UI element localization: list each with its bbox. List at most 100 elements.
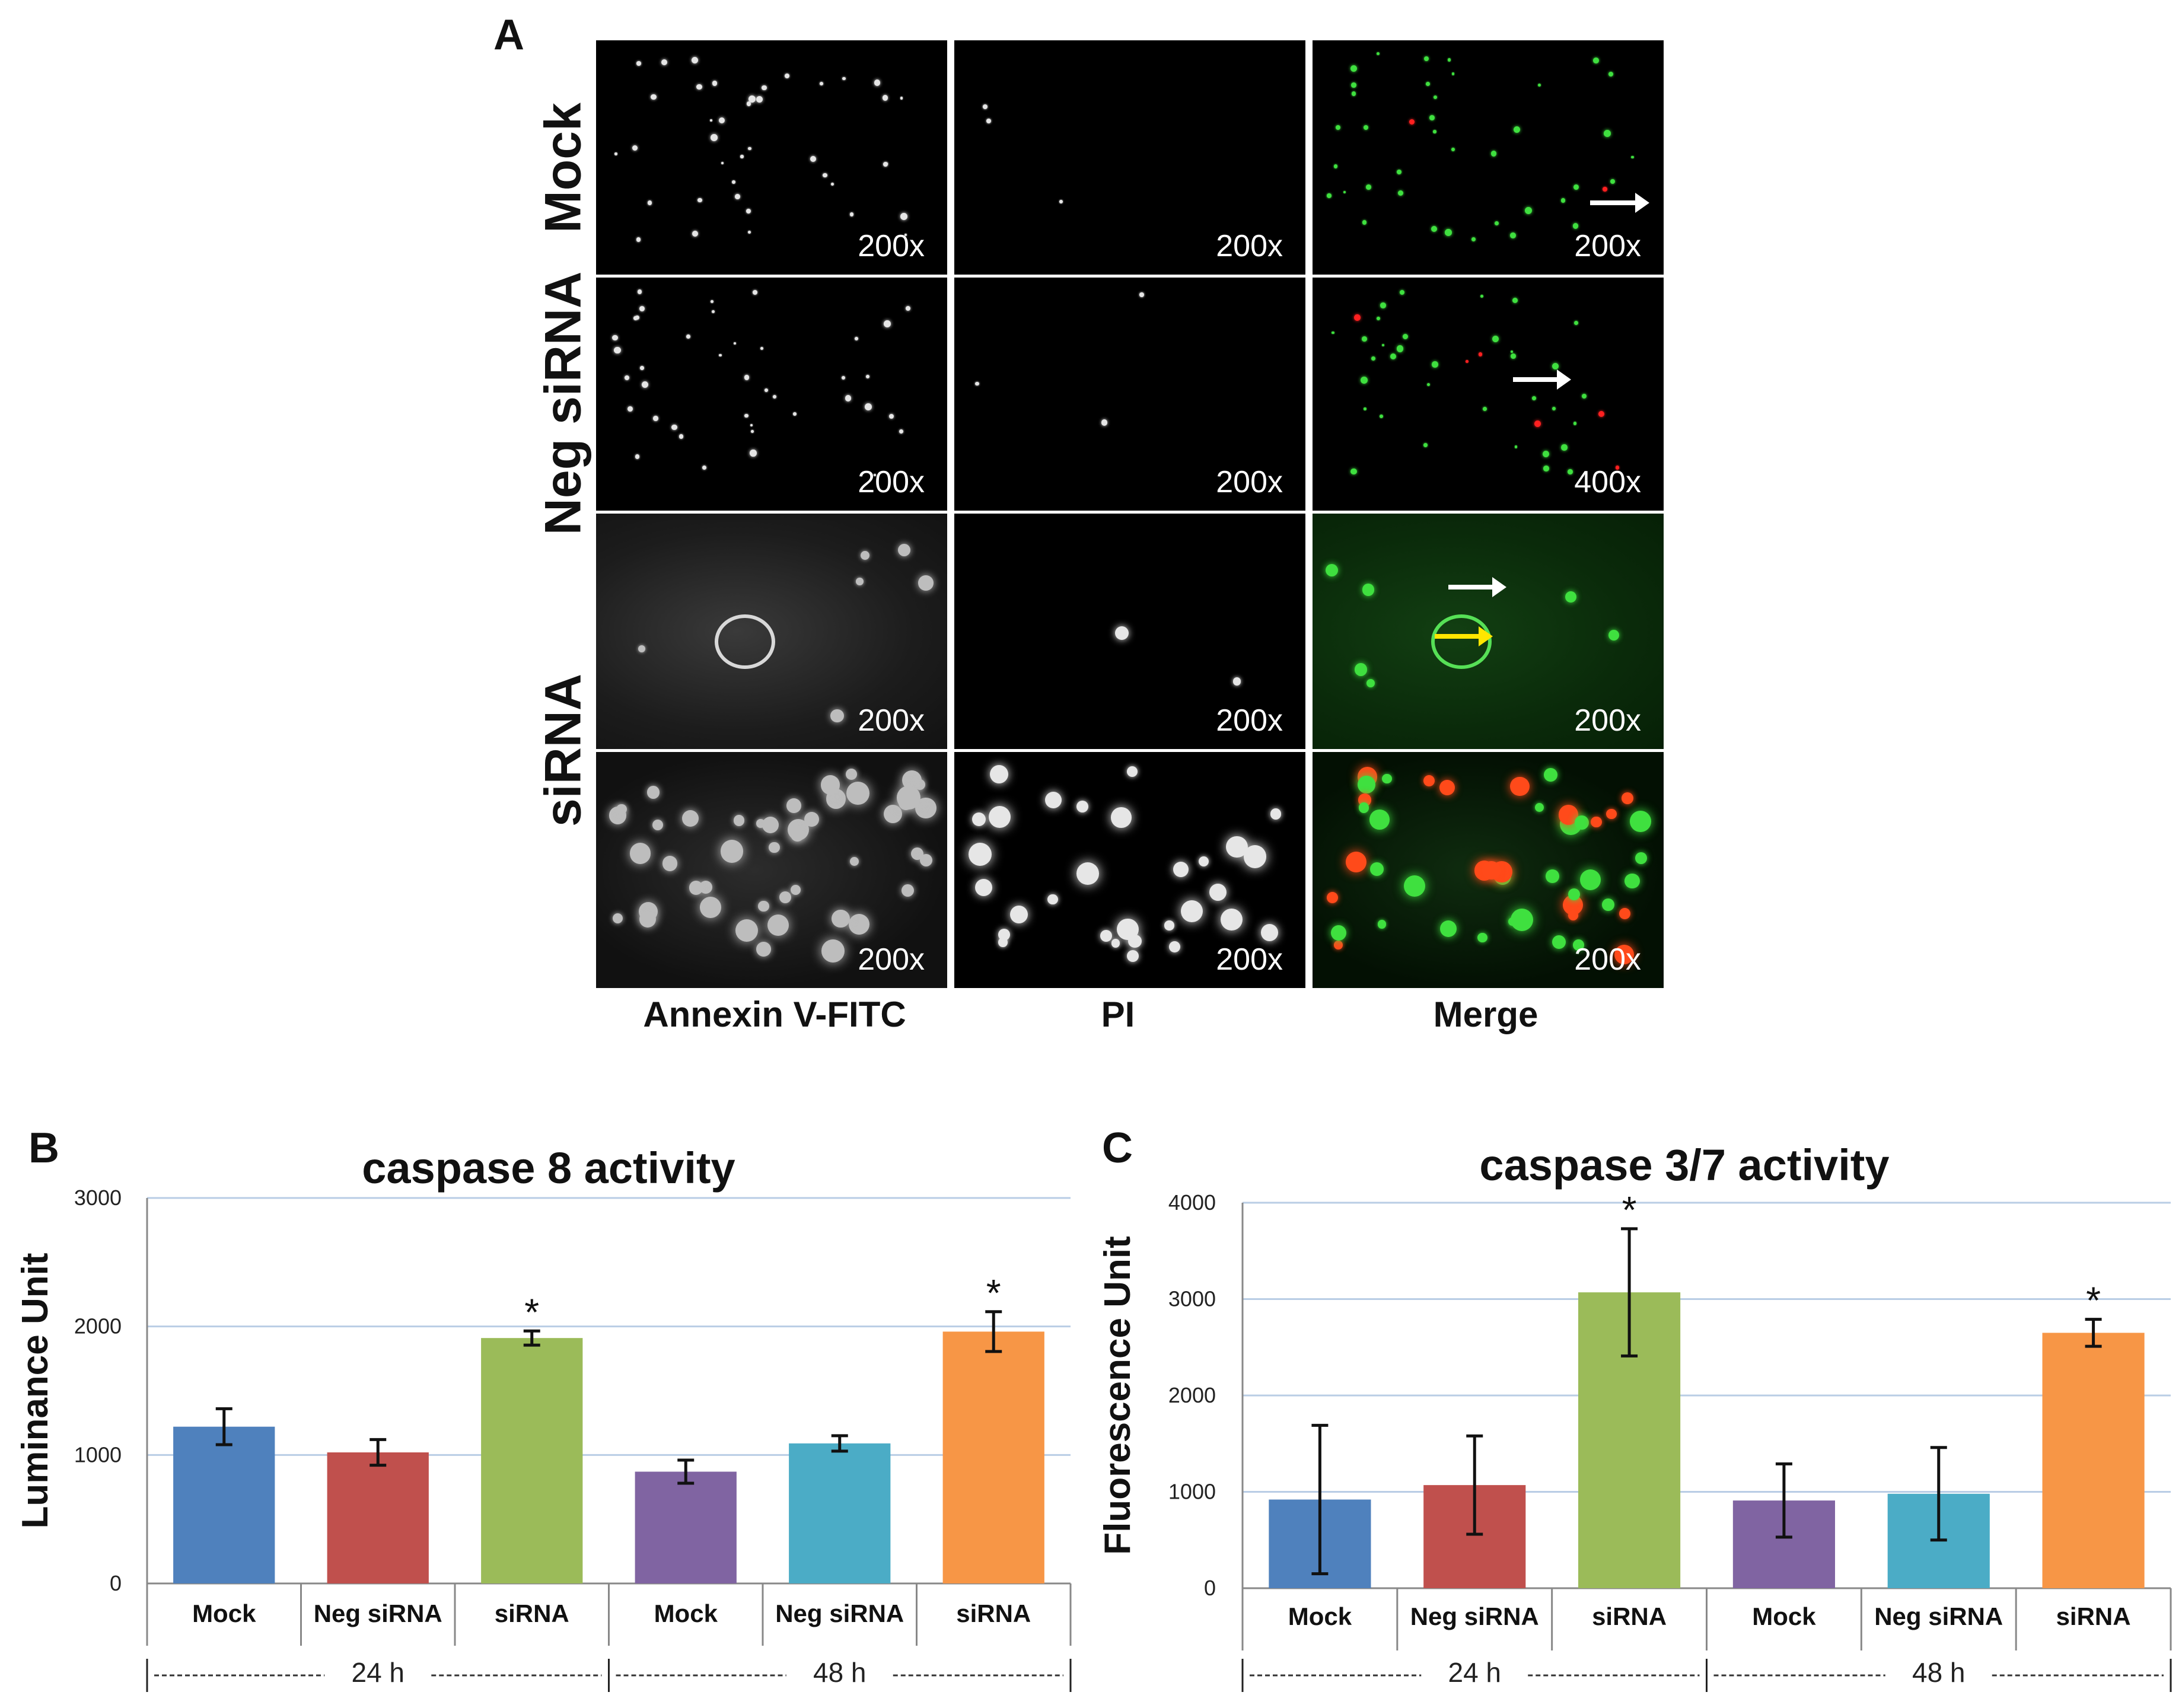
cell-speck [846, 782, 869, 805]
micrograph-sirna-a-merge: 200x [1313, 514, 1664, 749]
cell-speck [699, 880, 713, 894]
cell-speck [1198, 856, 1209, 867]
y-tick-label: 4000 [1168, 1190, 1216, 1215]
magnification-label: 200x [858, 942, 925, 977]
category-label: siRNA [956, 1599, 1031, 1627]
cell-speck [762, 816, 779, 834]
cell-speck [662, 856, 678, 871]
category-label: Mock [654, 1599, 718, 1627]
magnification-label: 200x [1216, 465, 1283, 499]
cell-speck [856, 578, 864, 586]
category-label: Mock [192, 1599, 256, 1627]
cell-speck [998, 928, 1010, 941]
cell-speck [1573, 939, 1584, 951]
magnification-label: 200x [1574, 229, 1641, 263]
cell-speck [1333, 164, 1338, 168]
cell-speck [1354, 663, 1368, 676]
cell-speck [1573, 184, 1579, 190]
cell-speck [637, 289, 642, 294]
cell-speck [986, 119, 991, 123]
cell-speck [1542, 450, 1549, 457]
cell-speck [1524, 207, 1532, 215]
group-label: 48 h [1912, 1657, 1966, 1688]
micrograph-mock-annexin: 200x [596, 40, 947, 275]
cell-speck [629, 843, 651, 864]
cell-speck [1173, 861, 1189, 877]
category-label: siRNA [495, 1599, 569, 1627]
micrograph-sirna-a-pi: 200x [954, 514, 1305, 749]
cell-speck [1076, 862, 1099, 885]
cell-speck [1380, 414, 1384, 418]
annotation-arrow [1513, 369, 1571, 390]
cell-speck [1606, 808, 1617, 820]
cell-speck [1552, 407, 1556, 411]
cell-speck [1180, 900, 1203, 922]
cell-speck [900, 213, 907, 220]
cell-speck [697, 198, 702, 203]
cell-speck [1327, 193, 1332, 198]
col-label-merge: Merge [1433, 995, 1538, 1034]
cell-speck [624, 375, 630, 381]
cell-speck [762, 85, 767, 90]
bar-1 [173, 1426, 275, 1583]
cell-speck [752, 290, 757, 295]
cell-speck [691, 56, 698, 63]
cell-speck [1619, 907, 1631, 919]
cell-speck [849, 914, 869, 935]
cell-speck [865, 403, 872, 411]
cell-speck [904, 233, 907, 236]
cell-speck [786, 798, 802, 814]
category-label: Neg siRNA [1874, 1602, 2003, 1630]
cell-speck [1351, 82, 1356, 88]
cell-speck [1478, 352, 1483, 356]
cell-speck [1432, 361, 1438, 368]
cell-speck [1439, 779, 1455, 795]
cell-speck [1445, 228, 1452, 236]
magnification-label: 400x [1574, 465, 1641, 499]
cell-speck [854, 336, 858, 340]
cell-speck [882, 95, 888, 101]
cell-speck [1114, 626, 1129, 640]
cell-speck [696, 84, 702, 90]
y-tick-label: 0 [1204, 1576, 1216, 1600]
cell-speck [860, 550, 869, 560]
cell-speck [842, 77, 846, 81]
cell-speck [1608, 629, 1620, 640]
cell-speck [692, 231, 698, 237]
cell-speck [1371, 356, 1376, 361]
cell-speck [756, 96, 763, 103]
cell-speck [845, 395, 852, 402]
cell-speck [901, 884, 915, 897]
category-label: Neg siRNA [1410, 1602, 1539, 1630]
cell-speck [1510, 350, 1514, 353]
cell-speck [1431, 226, 1437, 232]
y-tick-label: 2000 [74, 1314, 122, 1339]
cell-speck [1423, 443, 1428, 447]
cell-speck [1261, 924, 1279, 942]
micrograph-sirna-a-annexin: 200x [596, 514, 947, 749]
cell-speck [883, 162, 888, 167]
micrograph-neg-sirna-pi: 200x [954, 278, 1305, 511]
cell-speck [744, 375, 750, 381]
cell-speck [712, 310, 715, 314]
cell-speck [785, 74, 790, 79]
cell-speck [767, 914, 789, 936]
cell-speck [1614, 944, 1635, 964]
significance-marker: * [986, 1272, 1001, 1314]
cell-speck [710, 119, 713, 122]
cell-speck [820, 81, 824, 85]
cell-speck [758, 900, 769, 912]
cell-speck [897, 786, 920, 810]
annotation-arrow [1590, 193, 1649, 213]
cell-speck [1390, 353, 1397, 360]
cell-speck [1366, 184, 1371, 190]
cell-speck [632, 145, 638, 151]
cell-speck [1209, 883, 1227, 901]
cell-speck [1568, 469, 1573, 474]
cell-speck [865, 375, 870, 379]
magnification-label: 200x [1574, 703, 1641, 738]
cell-speck [635, 454, 640, 459]
category-label: Mock [1752, 1602, 1816, 1630]
y-tick-label: 3000 [1168, 1287, 1216, 1311]
